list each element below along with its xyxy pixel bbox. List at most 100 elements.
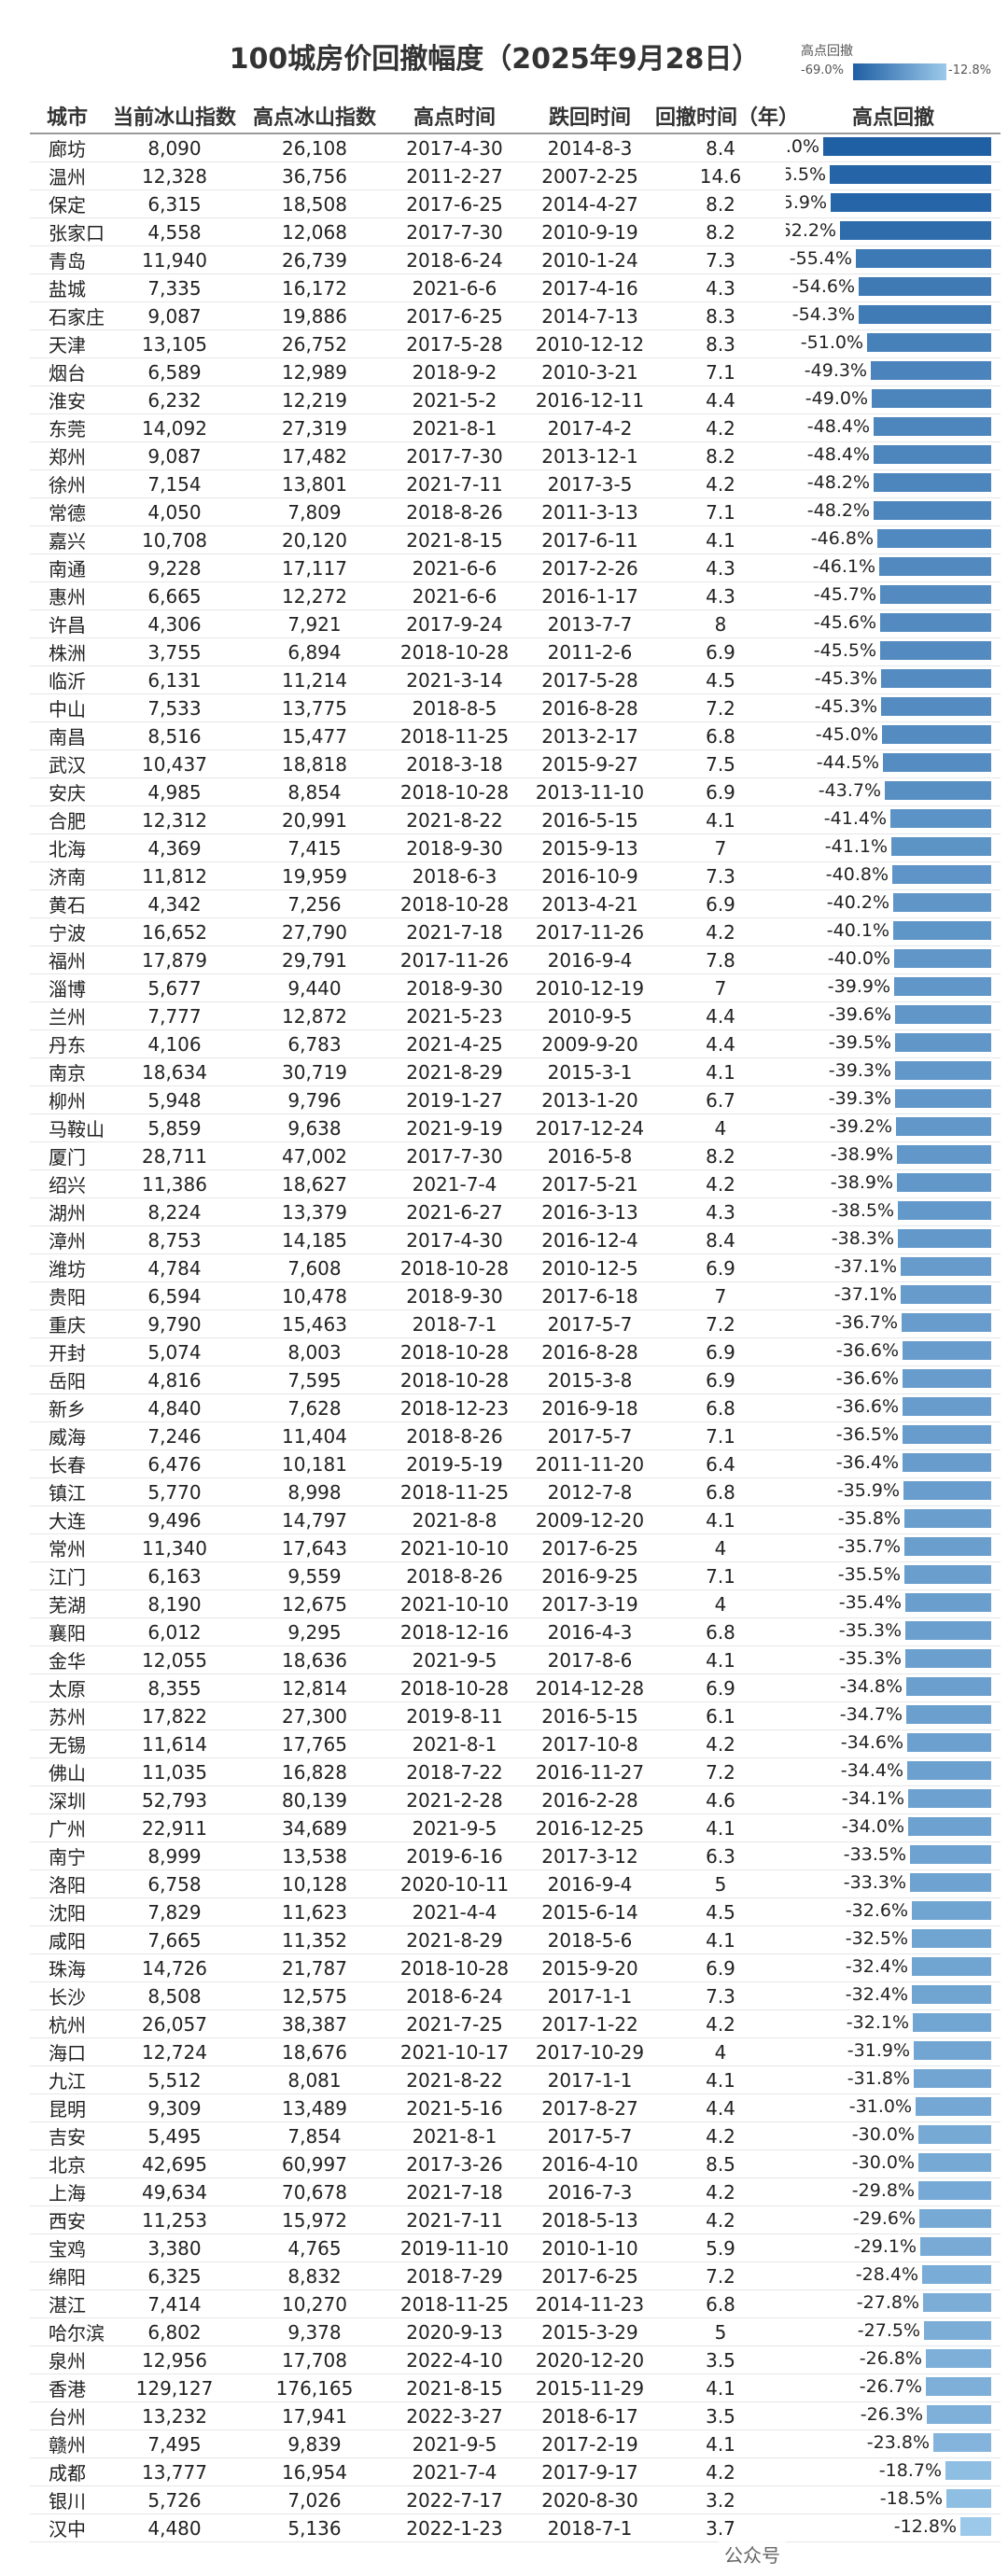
drawdown-bar <box>895 1033 991 1052</box>
drawdown-value: -51.0% <box>800 332 863 353</box>
cell-city: 上海 <box>30 2177 105 2206</box>
cell-city: 兰州 <box>30 1001 105 1030</box>
drawdown-bar <box>903 1481 991 1500</box>
drawdown-bar <box>905 1649 991 1668</box>
cell-fallback-date: 2018-5-6 <box>525 1925 655 1954</box>
drawdown-value: -45.7% <box>813 584 876 605</box>
cell-current-index: 7,533 <box>105 693 245 722</box>
cell-drawdown: -34.7% <box>786 1701 1001 1730</box>
cell-drawdown: -38.9% <box>786 1169 1001 1198</box>
cell-years: 7.2 <box>655 1757 786 1786</box>
cell-peak-index: 12,989 <box>245 357 385 386</box>
cell-fallback-date: 2011-2-6 <box>525 637 655 666</box>
drawdown-bar <box>903 1341 991 1360</box>
cell-drawdown: -45.6% <box>786 609 1001 638</box>
cell-city: 温州 <box>30 161 105 190</box>
cell-drawdown: -30.0% <box>786 2121 1001 2150</box>
cell-peak-index: 18,636 <box>245 1645 385 1674</box>
table-row: 九江 5,512 8,081 2021-8-22 2017-1-1 4.1 -31.8% <box>30 2065 1001 2094</box>
cell-current-index: 7,495 <box>105 2429 245 2458</box>
header-drawdown: 高点回撤 <box>786 99 1001 134</box>
drawdown-bar <box>946 2489 991 2508</box>
cell-fallback-date: 2010-12-12 <box>525 329 655 358</box>
cell-fallback-date: 2010-9-5 <box>525 1001 655 1030</box>
cell-city: 海口 <box>30 2037 105 2066</box>
cell-current-index: 4,342 <box>105 889 245 918</box>
cell-fallback-date: 2013-2-17 <box>525 721 655 750</box>
drawdown-value: -34.8% <box>839 1676 903 1697</box>
cell-fallback-date: 2017-4-16 <box>525 273 655 302</box>
cell-peak-index: 80,139 <box>245 1785 385 1814</box>
cell-peak-date: 2018-6-3 <box>385 861 525 890</box>
cell-current-index: 28,711 <box>105 1141 245 1170</box>
cell-current-index: 7,665 <box>105 1925 245 1954</box>
cell-current-index: 7,777 <box>105 1001 245 1030</box>
cell-years: 7.1 <box>655 357 786 386</box>
cell-peak-date: 2021-6-6 <box>385 581 525 610</box>
cell-current-index: 9,228 <box>105 553 245 582</box>
drawdown-bar <box>890 809 991 828</box>
cell-current-index: 5,512 <box>105 2065 245 2094</box>
cell-peak-date: 2022-1-23 <box>385 2513 525 2542</box>
cell-peak-index: 12,575 <box>245 1981 385 2010</box>
cell-current-index: 7,829 <box>105 1897 245 1926</box>
drawdown-value: -35.5% <box>837 1564 901 1585</box>
cell-fallback-date: 2017-6-11 <box>525 525 655 554</box>
cell-peak-date: 2018-9-30 <box>385 1281 525 1310</box>
table-row: 台州 13,232 17,941 2022-3-27 2018-6-17 3.5 -26.3… <box>30 2401 1001 2430</box>
cell-fallback-date: 2009-9-20 <box>525 1029 655 1058</box>
table-row: 许昌 4,306 7,921 2017-9-24 2013-7-7 8 -45.6% <box>30 609 1001 638</box>
cell-city: 淮安 <box>30 385 105 414</box>
cell-fallback-date: 2017-5-21 <box>525 1169 655 1198</box>
drawdown-bar <box>908 1789 991 1808</box>
cell-current-index: 17,879 <box>105 945 245 974</box>
cell-peak-index: 29,791 <box>245 945 385 974</box>
cell-current-index: 6,589 <box>105 357 245 386</box>
cell-fallback-date: 2017-9-17 <box>525 2457 655 2486</box>
cell-peak-index: 60,997 <box>245 2149 385 2178</box>
cell-peak-date: 2018-8-26 <box>385 497 525 526</box>
cell-peak-date: 2021-10-17 <box>385 2037 525 2066</box>
cell-years: 4 <box>655 1533 786 1562</box>
cell-fallback-date: 2017-3-12 <box>525 1841 655 1870</box>
cell-city: 石家庄 <box>30 301 105 330</box>
cell-peak-index: 9,839 <box>245 2429 385 2458</box>
cell-current-index: 9,087 <box>105 301 245 330</box>
cell-drawdown: -69.0% <box>786 133 1001 162</box>
cell-peak-date: 2017-9-24 <box>385 609 525 638</box>
cell-current-index: 4,816 <box>105 1365 245 1394</box>
cell-fallback-date: 2011-11-20 <box>525 1449 655 1478</box>
cell-peak-index: 27,300 <box>245 1701 385 1730</box>
cell-peak-index: 13,489 <box>245 2093 385 2122</box>
drawdown-value: -39.6% <box>828 1004 891 1025</box>
cell-years: 4.4 <box>655 1001 786 1030</box>
cell-drawdown: -37.1% <box>786 1281 1001 1310</box>
cell-years: 4.1 <box>655 1057 786 1086</box>
cell-peak-date: 2022-3-27 <box>385 2401 525 2430</box>
drawdown-bar <box>880 585 991 604</box>
cell-years: 7.5 <box>655 749 786 778</box>
drawdown-bar <box>907 1733 991 1752</box>
table-row: 丹东 4,106 6,783 2021-4-25 2009-9-20 4.4 -39.5% <box>30 1029 1001 1058</box>
drawdown-value: -34.0% <box>841 1816 904 1837</box>
cell-drawdown: -29.1% <box>786 2233 1001 2262</box>
drawdown-bar <box>923 2293 991 2312</box>
table-row: 重庆 9,790 15,463 2018-7-1 2017-5-7 7.2 -36.7% <box>30 1309 1001 1338</box>
cell-peak-index: 176,165 <box>245 2373 385 2402</box>
cell-years: 4.1 <box>655 805 786 834</box>
table-row: 天津 13,105 26,752 2017-5-28 2010-12-12 8.3 -51.… <box>30 329 1001 358</box>
cell-peak-index: 14,185 <box>245 1225 385 1254</box>
cell-city: 淄博 <box>30 973 105 1002</box>
cell-city: 潍坊 <box>30 1253 105 1282</box>
cell-fallback-date: 2013-12-1 <box>525 441 655 470</box>
cell-drawdown: -23.8% <box>786 2429 1001 2458</box>
table-row: 兰州 7,777 12,872 2021-5-23 2010-9-5 4.4 -39.6% <box>30 1001 1001 1030</box>
drawdown-value: -12.8% <box>893 2516 957 2537</box>
cell-current-index: 6,012 <box>105 1617 245 1646</box>
table-row: 南京 18,634 30,719 2021-8-29 2015-3-1 4.1 -39.3% <box>30 1057 1001 1086</box>
watermark: 公众号 <box>719 2541 786 2568</box>
cell-years: 8.2 <box>655 1141 786 1170</box>
drawdown-value: -39.3% <box>828 1088 891 1109</box>
drawdown-bar <box>920 2237 991 2256</box>
drawdown-value: -48.4% <box>806 416 870 437</box>
